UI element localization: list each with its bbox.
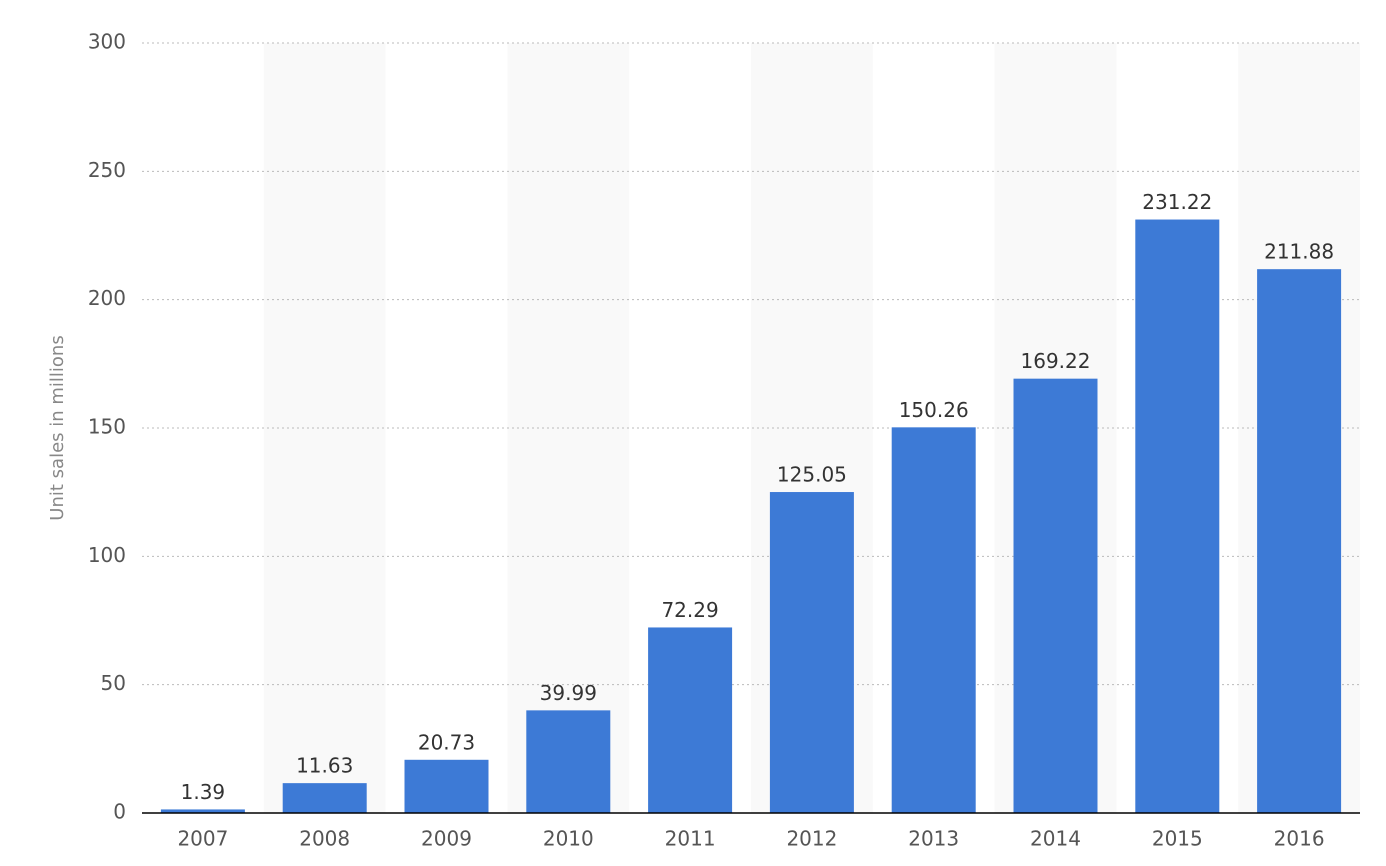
value-label: 39.99 — [540, 681, 597, 705]
bar — [1257, 269, 1342, 813]
y-tick-label: 50 — [101, 671, 126, 695]
value-label: 231.22 — [1142, 190, 1212, 214]
x-tick-label: 2016 — [1274, 827, 1325, 851]
bar — [1013, 378, 1098, 813]
y-tick-label: 100 — [88, 543, 126, 567]
band-shade — [263, 43, 386, 813]
x-tick-label: 2013 — [908, 827, 959, 851]
y-tick-label: 150 — [88, 415, 126, 439]
bar — [526, 710, 611, 813]
value-label: 1.39 — [181, 780, 226, 804]
value-label: 72.29 — [661, 598, 718, 622]
y-tick-label: 250 — [88, 158, 126, 182]
bar — [1135, 219, 1220, 813]
x-tick-label: 2012 — [786, 827, 837, 851]
bar — [648, 627, 733, 813]
bar — [282, 783, 367, 813]
x-tick-label: 2011 — [665, 827, 716, 851]
y-axis-title: Unit sales in millions — [47, 335, 68, 520]
value-label: 20.73 — [418, 730, 475, 754]
x-tick-label: 2007 — [177, 827, 228, 851]
y-tick-label: 300 — [88, 30, 126, 54]
bar — [891, 427, 976, 813]
x-tick-label: 2015 — [1152, 827, 1203, 851]
x-tick-label: 2010 — [543, 827, 594, 851]
x-tick-label: 2014 — [1030, 827, 1081, 851]
value-label: 11.63 — [296, 754, 353, 778]
bar — [160, 809, 245, 813]
value-label: 211.88 — [1264, 240, 1334, 264]
x-tick-label: 2009 — [421, 827, 472, 851]
y-tick-label: 0 — [113, 800, 126, 824]
value-label: 125.05 — [777, 463, 847, 487]
value-label: 150.26 — [899, 398, 969, 422]
x-tick-label: 2008 — [299, 827, 350, 851]
y-tick-label: 200 — [88, 286, 126, 310]
bar — [769, 492, 854, 813]
bar — [404, 759, 489, 813]
value-label: 169.22 — [1021, 349, 1091, 373]
